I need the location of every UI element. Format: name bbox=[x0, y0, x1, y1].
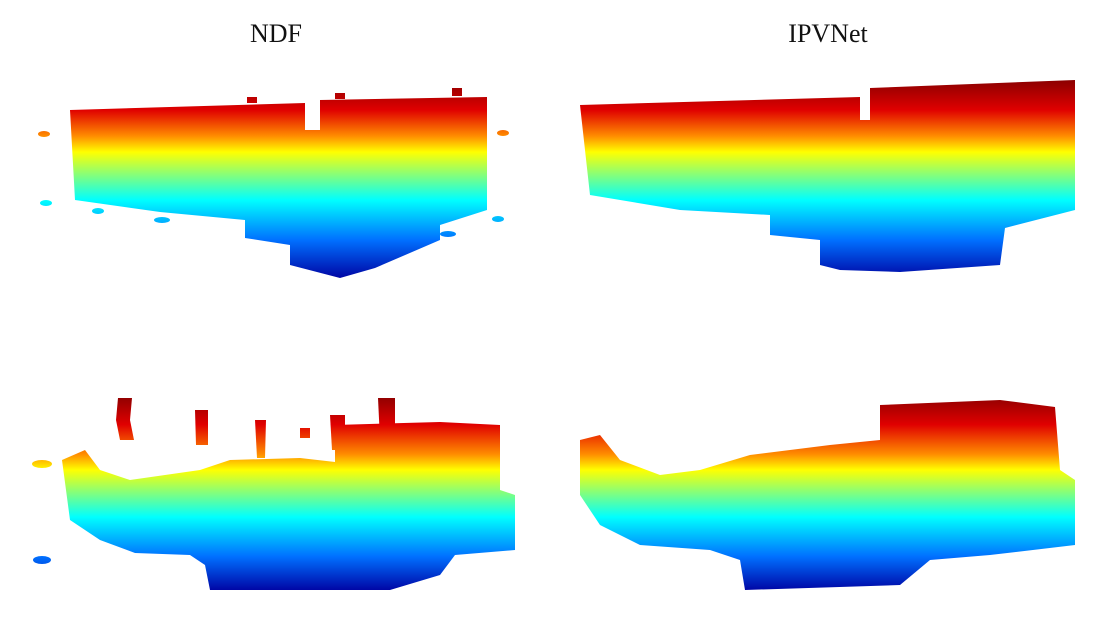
point-cloud-ndf-top bbox=[38, 88, 509, 278]
point-cloud-ipvnet-top bbox=[580, 80, 1075, 272]
column-title: NDF bbox=[250, 19, 302, 48]
point-cloud-ndf-bottom bbox=[32, 398, 515, 590]
point-cloud-ipvnet-bottom bbox=[580, 400, 1075, 590]
column-title: IPVNet bbox=[788, 19, 868, 48]
